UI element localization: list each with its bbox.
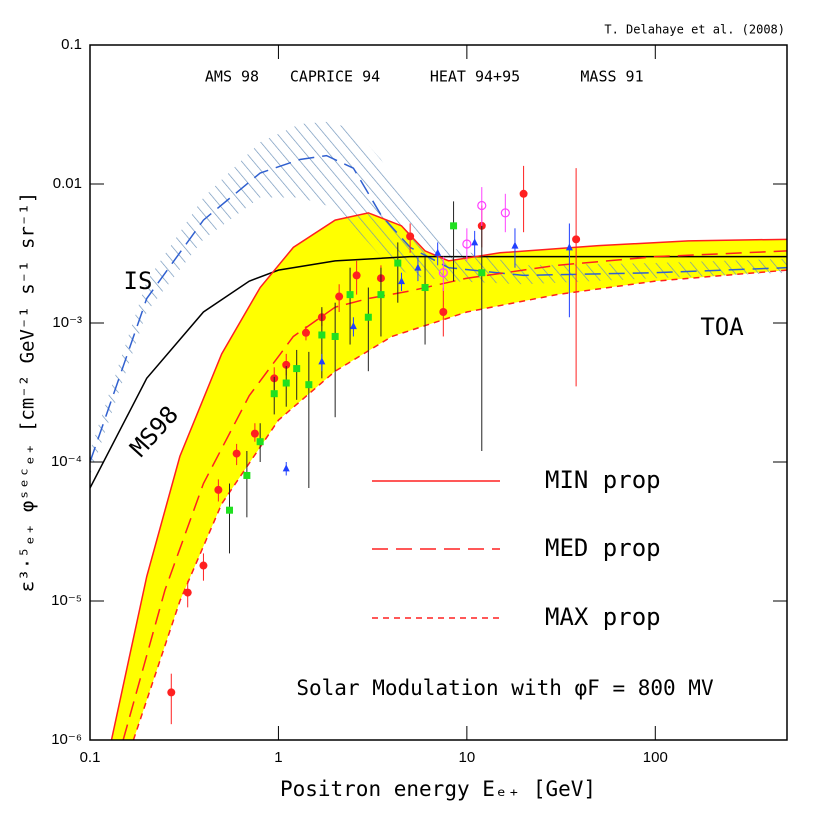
toa-label: TOA (700, 313, 744, 341)
x-tick-label: 10 (459, 749, 476, 766)
point (282, 360, 291, 369)
point (519, 189, 528, 198)
point (270, 390, 278, 398)
point (256, 438, 264, 446)
legend-label: AMS 98 (205, 68, 259, 86)
y-tick-label: 10⁻³ (52, 314, 82, 331)
prop-curve (122, 250, 787, 740)
y-tick-label: 0.01 (53, 175, 82, 192)
y-tick-label: 0.1 (61, 36, 82, 53)
legend-label: HEAT 94+95 (430, 68, 520, 86)
x-axis-label: Positron energy Eₑ₊ [GeV] (280, 777, 596, 801)
point (462, 239, 472, 249)
point (232, 449, 241, 458)
x-tick-label: 0.1 (80, 749, 101, 766)
point (318, 357, 326, 365)
point (349, 322, 357, 330)
point (511, 241, 519, 249)
legend-label: MASS 91 (580, 68, 643, 86)
point (305, 381, 313, 389)
point (167, 688, 176, 697)
point (331, 332, 339, 340)
point (318, 331, 326, 339)
plot-area (90, 121, 787, 740)
point (199, 561, 208, 570)
point (398, 277, 406, 285)
x-tick-label: 100 (643, 749, 668, 766)
point (377, 291, 385, 299)
point (414, 263, 422, 271)
point (250, 429, 259, 438)
plot-frame (89, 44, 788, 741)
point (439, 307, 448, 316)
point (394, 259, 402, 267)
y-tick-label: 10⁻⁵ (51, 592, 82, 609)
point (421, 284, 429, 292)
ms98-label: MS98 (125, 400, 184, 462)
point (572, 235, 581, 244)
y-axis-label: ε³·⁵ₑ₊ φˢᵉᶜₑ₊ [cm⁻² GeV⁻¹ s⁻¹ sr⁻¹] (17, 192, 39, 592)
point (471, 238, 479, 246)
point (478, 269, 486, 277)
y-tick-label: 10⁻⁴ (51, 453, 82, 470)
point (477, 200, 487, 211)
point (352, 271, 361, 280)
point (438, 268, 448, 278)
point (450, 222, 458, 230)
point (214, 485, 223, 494)
point (500, 208, 510, 218)
point (293, 365, 301, 373)
prop-curve (132, 269, 787, 740)
point (226, 506, 234, 514)
legend-label: MAX prop (545, 603, 661, 631)
point (243, 471, 251, 479)
point (346, 291, 354, 299)
point (335, 292, 344, 301)
point (301, 328, 310, 337)
legend-label: MIN prop (545, 466, 661, 494)
point (434, 248, 442, 256)
point (183, 588, 192, 597)
point (282, 464, 290, 472)
ms98-curve (90, 255, 787, 489)
annotation: Solar Modulation with φF = 800 MV (296, 676, 714, 700)
legend-label: MED prop (545, 534, 661, 562)
is-label: IS (124, 267, 153, 295)
point (364, 313, 372, 321)
point (565, 243, 573, 251)
legend-label: CAPRICE 94 (290, 68, 380, 86)
y-tick-label: 10⁻⁶ (51, 731, 82, 748)
prop-band (111, 212, 787, 740)
prop-curve (110, 212, 787, 740)
point (282, 379, 290, 387)
is-curve (90, 154, 787, 463)
credit: T. Delahaye et al. (2008) (604, 23, 785, 37)
point (406, 232, 415, 241)
x-tick-label: 1 (274, 749, 282, 766)
